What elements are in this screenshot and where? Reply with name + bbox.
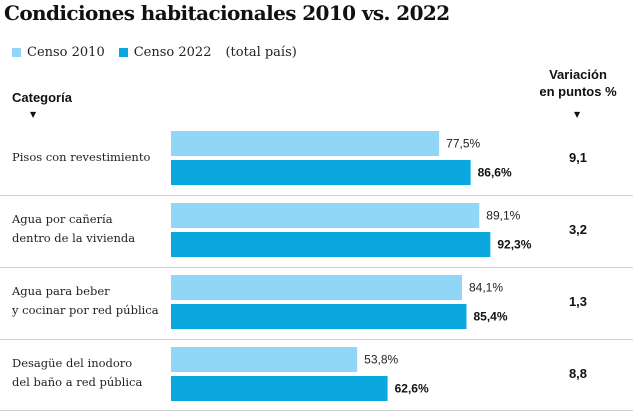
category-label: Pisos con revestimiento [12, 149, 151, 164]
variation-value: 1,3 [568, 294, 588, 309]
variation-header-arrow-icon: ▼ [574, 110, 581, 119]
category-header: Categoría [12, 90, 72, 105]
bar-censo-2022 [171, 376, 388, 401]
variation-header-line2: en puntos % [539, 84, 617, 99]
data-label-censo-2022: 85,4% [473, 310, 507, 324]
row-separator [0, 267, 633, 268]
variation-header-line1: Variación [549, 67, 607, 82]
category-label: Agua por cañería dentro de la vivienda [12, 212, 136, 245]
legend-swatch-2010 [12, 48, 21, 57]
chart-title: Condiciones habitacionales 2010 vs. 2022 [4, 1, 450, 25]
bar-censo-2010 [171, 275, 462, 300]
bar-censo-2022 [171, 160, 471, 185]
bar-censo-2022 [171, 232, 491, 257]
variation-value: 9,1 [568, 150, 588, 165]
bar-censo-2022 [171, 304, 467, 329]
data-label-censo-2010: 84,1% [469, 281, 503, 295]
category-header-arrow-icon: ▼ [30, 110, 37, 119]
row-separator [0, 195, 633, 196]
legend-label-2022: Censo 2022 [133, 45, 212, 60]
variation-value: 3,2 [568, 222, 588, 237]
bar-censo-2010 [171, 203, 480, 228]
category-label: Agua para beber y cocinar por red públic… [12, 284, 159, 317]
legend-label-2010: Censo 2010 [27, 45, 105, 60]
row-separator [0, 410, 633, 411]
bar-censo-2010 [171, 131, 440, 156]
legend-item-2010: Censo 2010 [12, 45, 105, 60]
variation-value: 8,8 [568, 366, 588, 381]
data-label-censo-2022: 92,3% [497, 238, 531, 252]
data-label-censo-2010: 89,1% [486, 209, 520, 223]
legend: Censo 2010 Censo 2022 (total país) [12, 45, 297, 60]
legend-note: (total país) [225, 45, 297, 60]
data-label-censo-2010: 53,8% [364, 353, 398, 367]
data-label-censo-2022: 86,6% [478, 166, 512, 180]
row-separator [0, 339, 633, 340]
legend-item-2022: Censo 2022 [118, 45, 212, 60]
legend-swatch-2022 [118, 48, 128, 57]
variation-header: Variación en puntos % [528, 66, 628, 100]
data-label-censo-2010: 77,5% [446, 137, 480, 151]
category-label: Desagüe del inodoro del baño a red públi… [12, 356, 143, 389]
data-label-censo-2022: 62,6% [395, 382, 429, 396]
bar-censo-2010 [171, 347, 358, 372]
